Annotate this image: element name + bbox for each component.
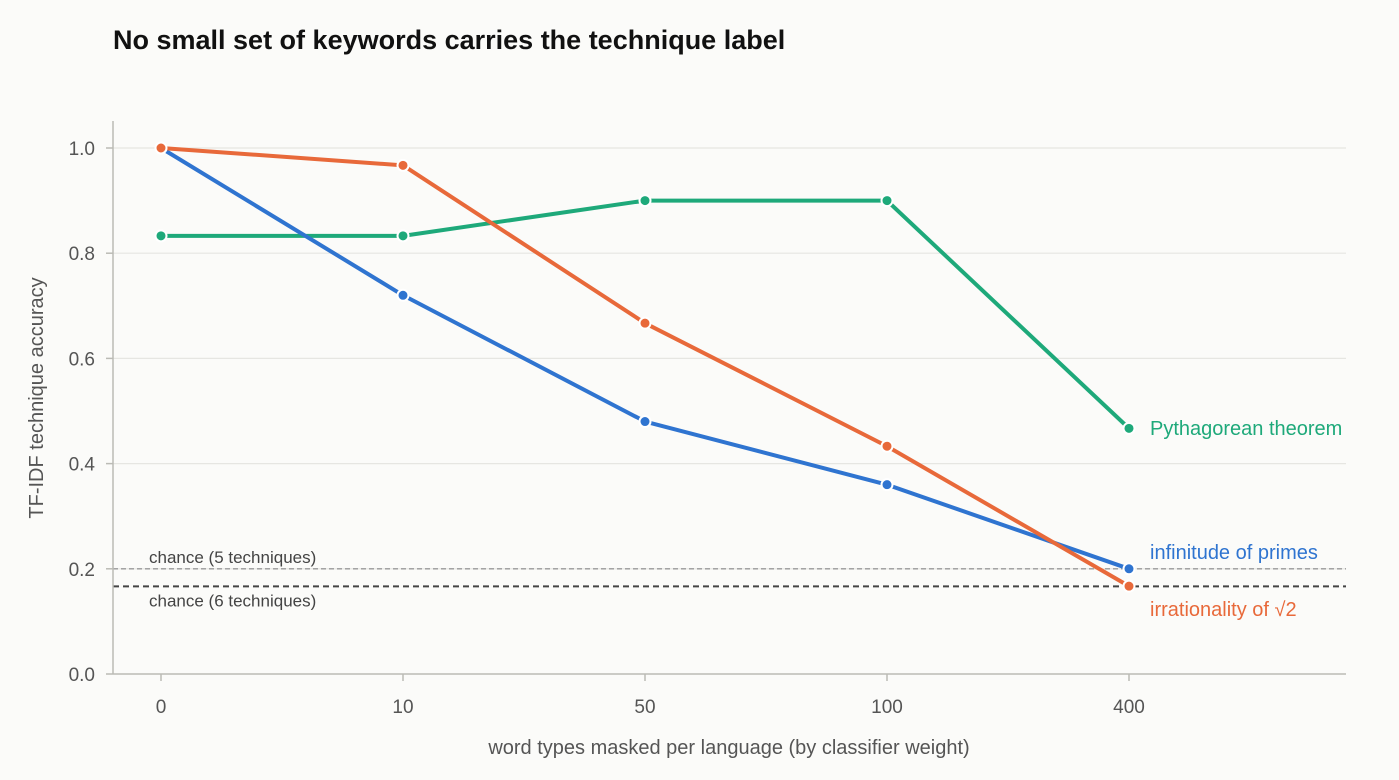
x-tick-label: 100 bbox=[871, 697, 903, 718]
data-point bbox=[880, 478, 894, 492]
y-tick-label: 0.8 bbox=[69, 244, 95, 265]
data-point bbox=[154, 141, 168, 155]
axes bbox=[112, 121, 1346, 675]
data-point bbox=[1122, 562, 1136, 576]
x-tick-label: 0 bbox=[156, 697, 167, 718]
data-point bbox=[1122, 421, 1136, 435]
y-tick-label: 0.4 bbox=[69, 455, 96, 476]
y-tick-label: 0.2 bbox=[69, 560, 95, 581]
data-point bbox=[396, 288, 410, 302]
x-axis-label: word types masked per language (by class… bbox=[487, 737, 969, 759]
y-tick-label: 0.6 bbox=[69, 349, 95, 370]
series-group: Pythagorean theorem infinitude of primes i… bbox=[154, 141, 1342, 621]
data-point bbox=[638, 194, 652, 208]
x-tick-label: 10 bbox=[392, 697, 413, 718]
data-point bbox=[880, 194, 894, 208]
series-label: infinitude of primes bbox=[1150, 542, 1318, 564]
series-label: irrationality of √2 bbox=[1150, 599, 1297, 621]
x-ticks: 0 10 50 100 400 bbox=[156, 674, 1145, 718]
series-line bbox=[159, 146, 1131, 589]
series-label: Pythagorean theorem bbox=[1150, 418, 1342, 440]
chart-title: No small set of keywords carries the tec… bbox=[113, 25, 785, 55]
data-point bbox=[154, 229, 168, 243]
x-tick-label: 400 bbox=[1113, 697, 1145, 718]
y-ticks: 0.0 0.2 0.4 0.6 0.8 1.0 bbox=[69, 139, 113, 686]
x-tick-label: 50 bbox=[634, 697, 655, 718]
y-tick-label: 1.0 bbox=[69, 139, 95, 160]
data-point bbox=[396, 229, 410, 243]
y-axis-label: TF-IDF technique accuracy bbox=[26, 277, 48, 518]
reference-line-label: chance (6 techniques) bbox=[149, 591, 316, 610]
data-point bbox=[638, 316, 652, 330]
data-point bbox=[880, 439, 894, 453]
data-point bbox=[638, 415, 652, 429]
reference-line-label: chance (5 techniques) bbox=[149, 548, 316, 567]
data-point bbox=[396, 158, 410, 172]
grid-lines bbox=[113, 147, 1346, 570]
y-tick-label: 0.0 bbox=[69, 665, 95, 686]
data-point bbox=[1122, 579, 1136, 593]
reference-lines: chance (5 techniques) chance (6 technique… bbox=[113, 548, 1346, 610]
